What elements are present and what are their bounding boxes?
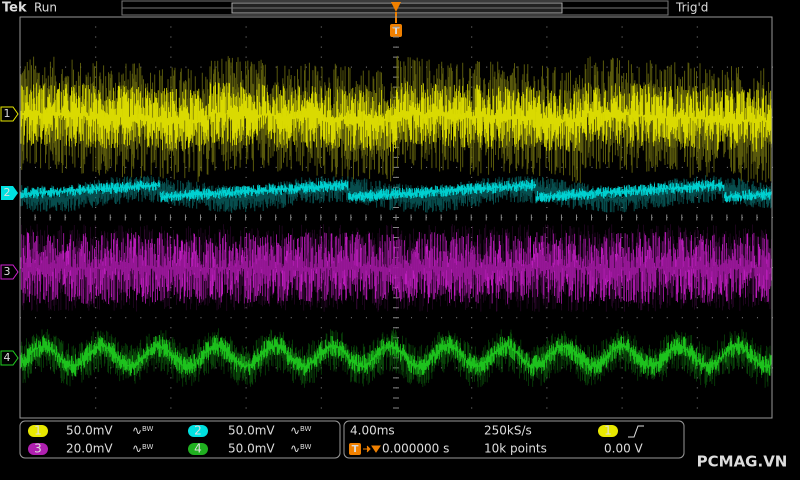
- watermark: PCMAG.VN: [697, 453, 788, 471]
- trigger-level: 0.00 V: [604, 442, 644, 456]
- ch2-number: 2: [194, 424, 202, 438]
- ch3-bw-wave: ∿: [132, 442, 142, 456]
- trigger-source: 1: [604, 424, 612, 438]
- ch4-marker-label: 4: [4, 351, 11, 364]
- delay: 0.000000 s: [382, 442, 449, 456]
- ch2-bw-wave: ∿: [290, 424, 300, 438]
- sample-rate: 250kS/s: [484, 424, 532, 438]
- run-status: Run: [34, 1, 57, 15]
- record-length: 10k points: [484, 442, 547, 456]
- ch3-bw: BW: [142, 443, 154, 451]
- ch2-marker-label: 2: [4, 186, 11, 199]
- delay-icon: T: [352, 444, 359, 455]
- brand: Tek: [2, 1, 27, 16]
- ch4-scale: 50.0mV: [228, 442, 275, 456]
- ch1-scale: 50.0mV: [66, 424, 113, 438]
- ch1-bw: BW: [142, 425, 154, 433]
- ch2-scale: 50.0mV: [228, 424, 275, 438]
- ch1-bw-wave: ∿: [132, 424, 142, 438]
- ch4-bw-wave: ∿: [290, 442, 300, 456]
- ch3-marker-label: 3: [4, 265, 11, 278]
- ch1-marker-label: 1: [4, 107, 11, 120]
- ch4-bw: BW: [300, 443, 312, 451]
- ch1-number: 1: [34, 424, 42, 438]
- ch2-bw: BW: [300, 425, 312, 433]
- ch3-number: 3: [34, 442, 42, 456]
- ch3-scale: 20.0mV: [66, 442, 113, 456]
- trigger-marker: T: [393, 26, 400, 37]
- time-scale: 4.00ms: [350, 424, 395, 438]
- ch4-number: 4: [194, 442, 202, 456]
- trigger-status: Trig'd: [675, 1, 708, 15]
